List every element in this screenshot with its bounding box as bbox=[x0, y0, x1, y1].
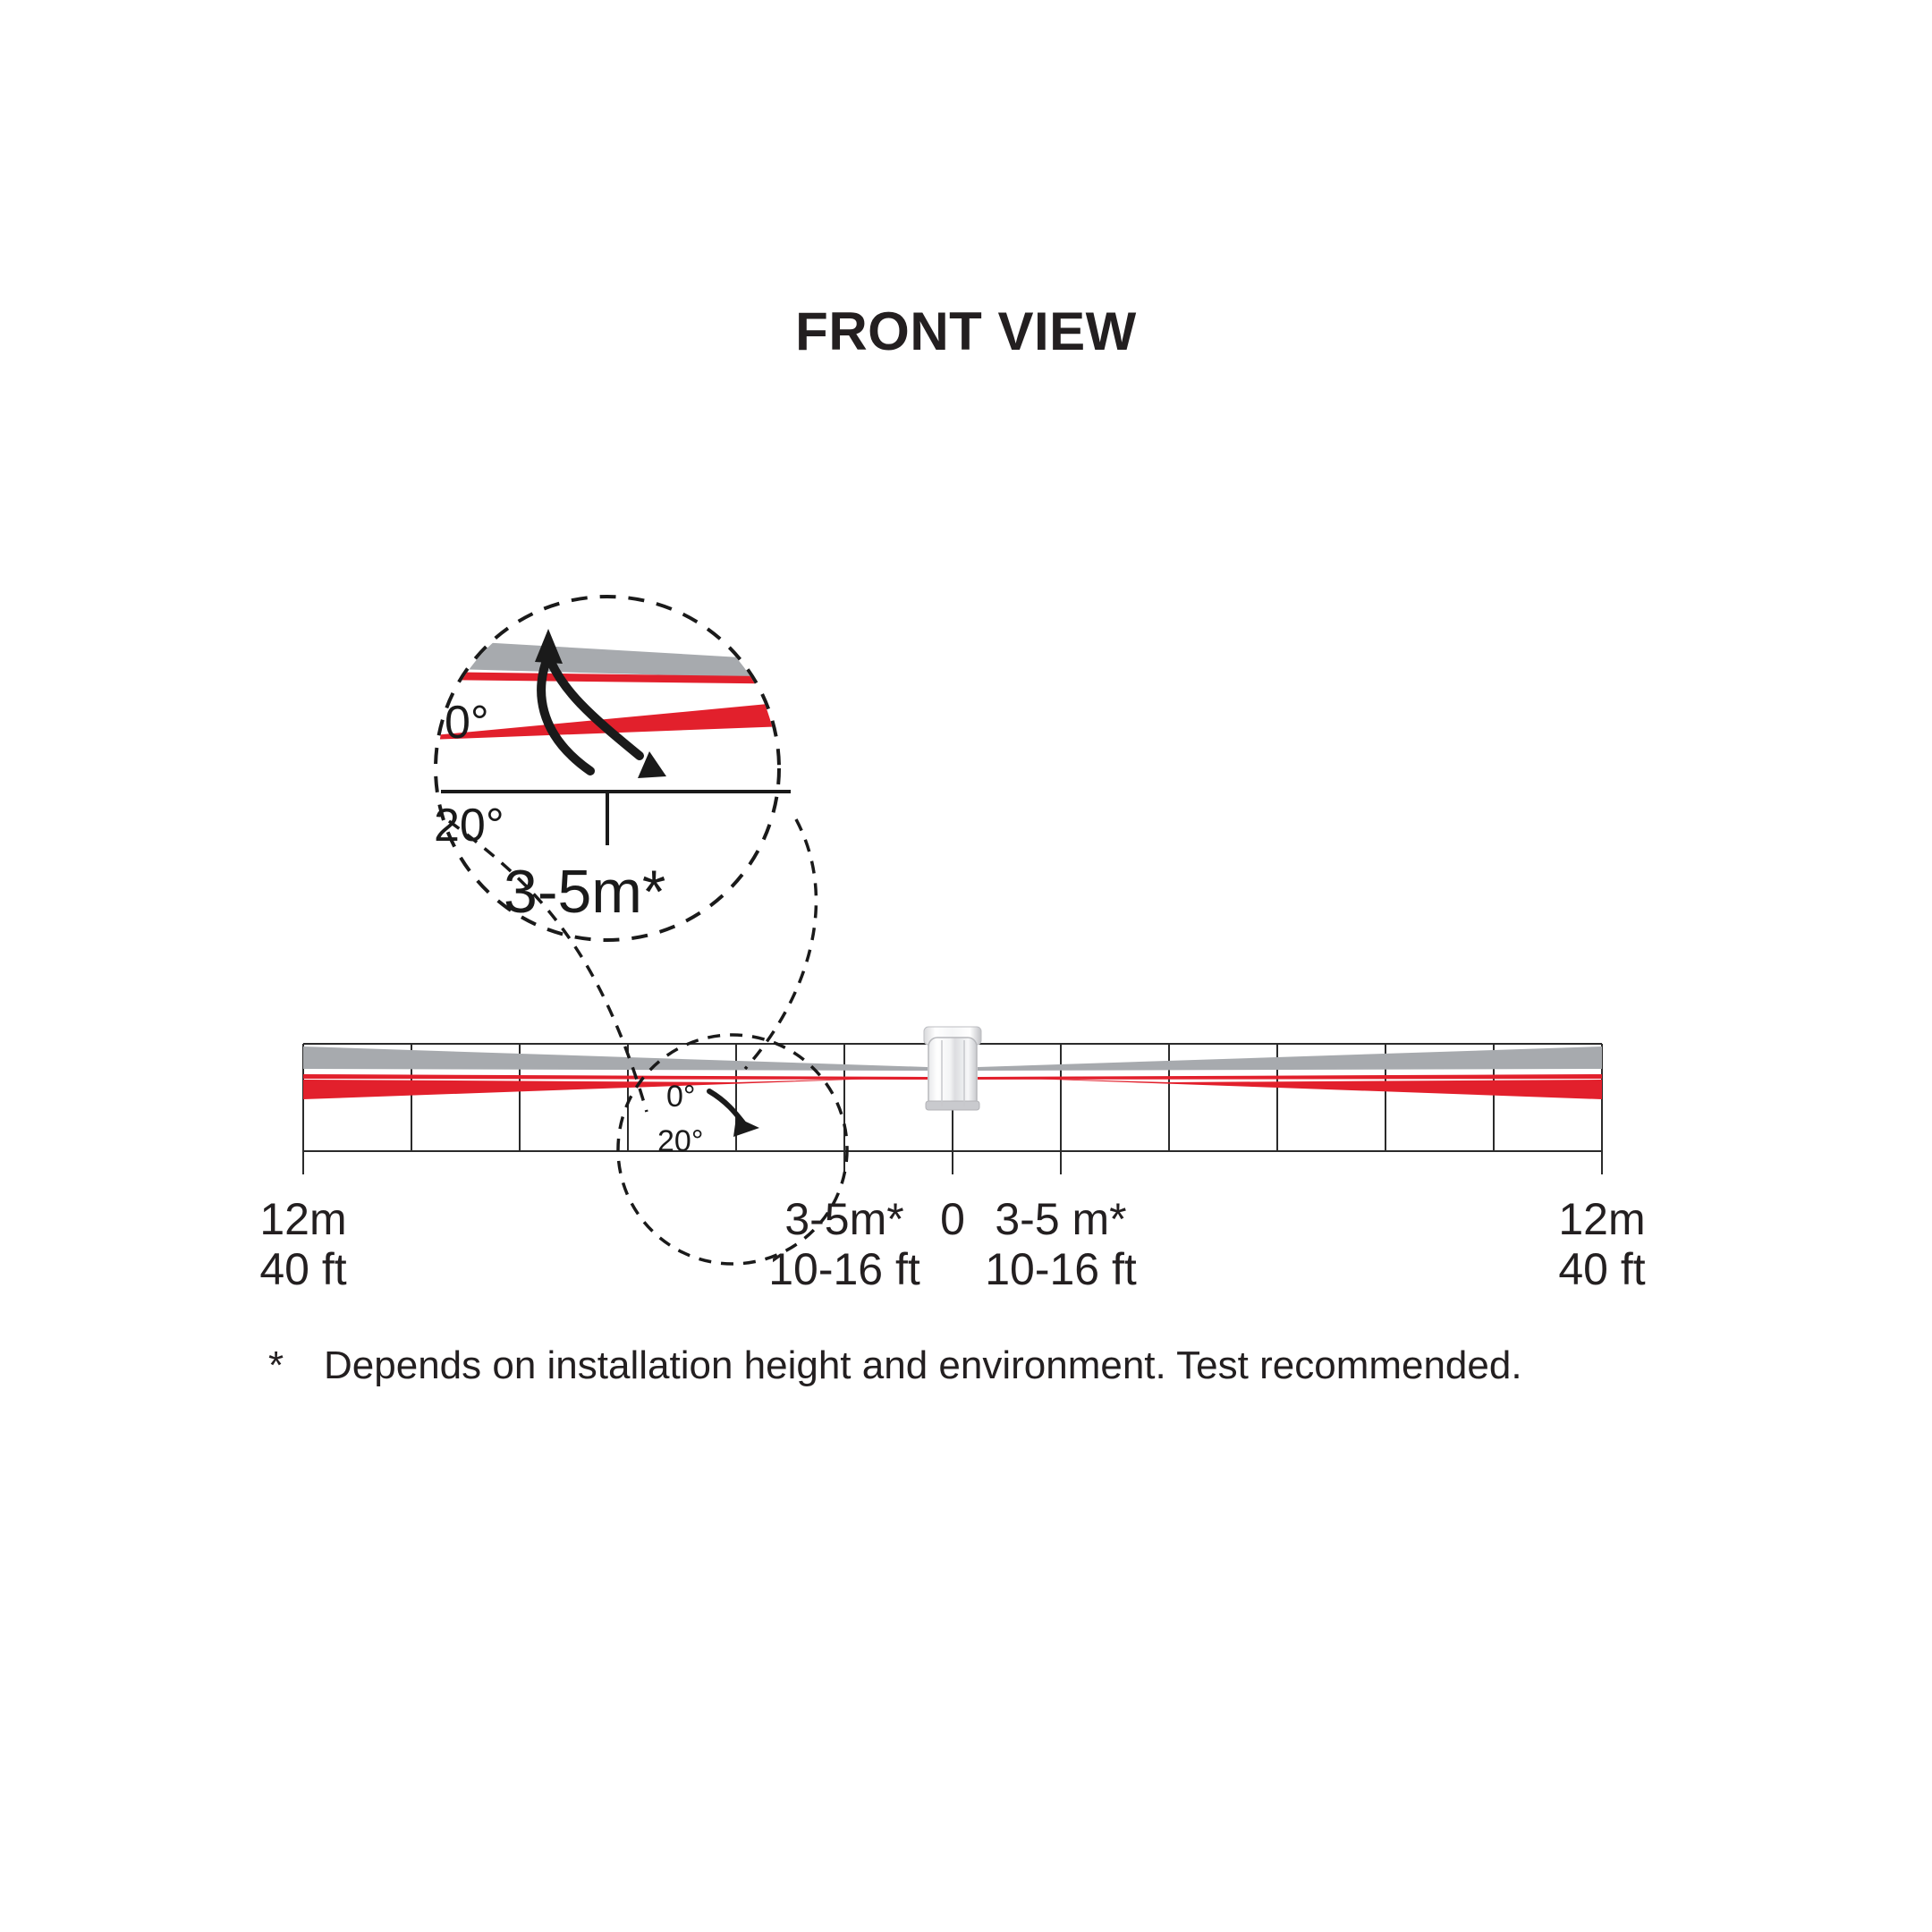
svg-text:0°: 0° bbox=[666, 1080, 696, 1114]
svg-text:3-5m*: 3-5m* bbox=[504, 858, 665, 926]
svg-text:0°: 0° bbox=[445, 697, 489, 749]
svg-text:20°: 20° bbox=[434, 800, 504, 852]
svg-text:20°: 20° bbox=[657, 1124, 703, 1158]
